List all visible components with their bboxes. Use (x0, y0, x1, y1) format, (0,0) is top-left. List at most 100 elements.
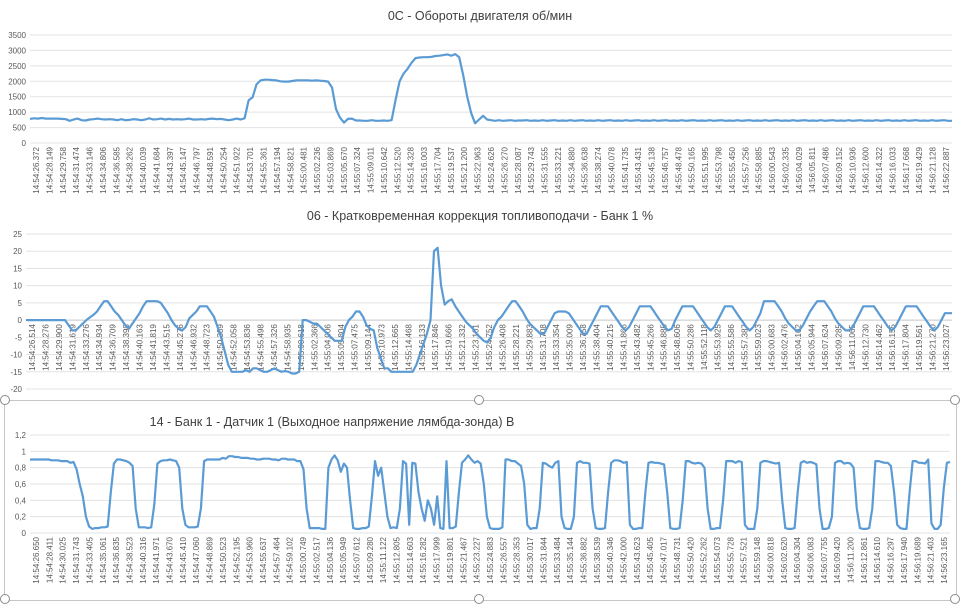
x-tick-label: 14:56:04.162 (794, 324, 803, 371)
x-tick-label: 14:56:14.322 (875, 146, 884, 193)
x-tick-label: 14:56:21.128 (929, 146, 938, 193)
x-tick-label: 14:56:07.755 (820, 536, 829, 583)
x-tick-label: 14:56:17.940 (900, 536, 909, 583)
x-tick-label: 14:55:45.138 (648, 146, 657, 193)
x-tick-label: 14:55:14.603 (406, 536, 415, 583)
y-tick-label: 0,4 (15, 496, 27, 505)
chart-title: 06 - Кратковременная коррекция топливопо… (306, 209, 654, 223)
x-tick-label: 14:56:10.936 (848, 146, 857, 193)
x-tick-label: 14:56:19.689 (913, 536, 922, 583)
x-tick-label: 14:54:38.398 (122, 324, 131, 371)
x-tick-label: 14:55:46.885 (660, 324, 669, 371)
x-tick-label: 14:56:04.304 (793, 536, 802, 583)
x-tick-label: 14:55:09.144 (364, 324, 373, 371)
x-tick-label: 14:55:46.757 (661, 146, 670, 193)
series-line (29, 52, 952, 125)
x-tick-label: 14:56:00.683 (767, 324, 776, 371)
x-tick-label: 14:55:17.704 (433, 146, 442, 193)
x-tick-label: 14:55:19.801 (446, 536, 455, 583)
x-tick-label: 14:55:36.638 (581, 146, 590, 193)
y-tick-label: 2000 (8, 77, 26, 86)
x-tick-label: 14:54:43.515 (162, 324, 171, 371)
x-tick-label: 14:54:33.276 (82, 324, 91, 371)
y-tick-label: 0 (22, 529, 27, 538)
x-tick-label: 14:54:50.523 (219, 536, 228, 583)
x-tick-label: 14:55:04.006 (324, 324, 333, 371)
x-tick-label: 14:56:09.285 (834, 324, 843, 371)
y-tick-label: 0 (18, 316, 23, 325)
x-tick-label: 14:56:19.561 (915, 324, 924, 371)
x-tick-label: 14:55:43.431 (634, 146, 643, 193)
x-tick-label: 14:55:21.467 (459, 536, 468, 583)
x-tick-label: 14:55:12.805 (393, 536, 402, 583)
x-tick-label: 14:56:17.804 (902, 324, 911, 371)
resize-handle-top[interactable] (474, 395, 484, 405)
x-tick-label: 14:54:55.637 (259, 536, 268, 583)
y-tick-label: 15 (13, 264, 22, 273)
x-tick-label: 14:54:55.498 (257, 324, 266, 371)
x-tick-label: 14:56:11.200 (847, 536, 856, 583)
x-tick-label: 14:55:38.274 (594, 146, 603, 193)
y-tick-label: 1500 (8, 93, 26, 102)
x-tick-label: 14:54:29.758 (59, 146, 68, 193)
x-tick-label: 14:55:17.846 (431, 324, 440, 371)
x-tick-label: 14:54:41.819 (149, 324, 158, 371)
x-tick-label: 14:55:59.148 (753, 536, 762, 583)
x-tick-label: 14:55:55.586 (727, 324, 736, 371)
x-tick-label: 14:55:57.387 (740, 324, 749, 371)
x-tick-label: 14:55:28.353 (513, 536, 522, 583)
x-tick-label: 14:55:16.282 (419, 536, 428, 583)
x-tick-label: 14:55:48.478 (674, 146, 683, 193)
x-tick-label: 14:55:31.708 (539, 324, 548, 371)
y-tick-label: 0,6 (15, 480, 27, 489)
x-tick-label: 14:55:29.743 (527, 146, 536, 193)
x-tick-label: 14:55:50.420 (686, 536, 695, 583)
x-tick-label: 14:54:33.405 (85, 536, 94, 583)
x-tick-label: 14:54:45.276 (176, 324, 185, 371)
x-tick-label: 14:56:23.165 (940, 536, 949, 583)
x-tick-label: 14:55:05.670 (340, 146, 349, 193)
x-tick-label: 14:54:57.464 (272, 536, 281, 583)
x-tick-label: 14:55:40.078 (607, 146, 616, 193)
x-tick-label: 14:55:12.520 (393, 146, 402, 193)
x-tick-label: 14:55:40.346 (606, 536, 615, 583)
x-tick-label: 14:55:33.484 (553, 536, 562, 583)
x-tick-label: 14:56:14.610 (873, 536, 882, 583)
x-tick-label: 14:55:26.557 (499, 536, 508, 583)
x-tick-label: 14:54:35.061 (99, 536, 108, 583)
x-tick-label: 14:55:50.165 (688, 146, 697, 193)
x-tick-label: 14:56:04.029 (795, 146, 804, 193)
x-tick-label: 14:56:21.270 (929, 324, 938, 371)
x-tick-label: 14:55:02.236 (313, 146, 322, 193)
x-tick-label: 14:56:19.429 (915, 146, 924, 193)
x-tick-label: 14:55:33.354 (552, 324, 561, 371)
x-tick-label: 14:56:16.155 (888, 324, 897, 371)
y-tick-label: 2500 (8, 62, 26, 71)
resize-handle-top-left[interactable] (0, 395, 10, 405)
x-tick-label: 14:56:00.818 (766, 536, 775, 583)
x-tick-label: 14:55:28.221 (512, 324, 521, 371)
x-tick-label: 14:55:45.266 (646, 324, 655, 371)
x-tick-label: 14:56:16.297 (887, 536, 896, 583)
x-tick-label: 14:54:26.372 (32, 146, 41, 193)
x-tick-label: 14:55:24.752 (485, 324, 494, 371)
x-tick-label: 14:56:09.152 (835, 146, 844, 193)
lambda-chart-panel[interactable]: 14 - Банк 1 - Датчик 1 (Выходное напряже… (0, 395, 960, 604)
x-tick-label: 14:55:03.869 (326, 146, 335, 193)
y-tick-label: 0,2 (15, 513, 27, 522)
x-tick-label: 14:54:38.262 (126, 146, 135, 193)
x-tick-label: 14:55:14.468 (404, 324, 413, 371)
x-tick-label: 14:54:57.194 (273, 146, 282, 193)
fuel-trim-chart-panel: 06 - Кратковременная коррекция топливопо… (0, 200, 960, 398)
x-tick-label: 14:55:09.280 (366, 536, 375, 583)
x-tick-label: 14:54:36.585 (112, 146, 121, 193)
x-tick-label: 14:55:35.009 (566, 324, 575, 371)
x-tick-label: 14:55:36.882 (579, 536, 588, 583)
x-tick-label: 14:54:50.254 (219, 146, 228, 193)
y-tick-label: 1000 (8, 108, 26, 117)
x-tick-label: 14:55:10.642 (380, 146, 389, 193)
x-tick-label: 14:55:19.666 (445, 324, 454, 371)
x-tick-label: 14:54:33.146 (86, 146, 95, 193)
x-tick-label: 14:55:07.324 (353, 146, 362, 193)
y-tick-label: 5 (18, 299, 23, 308)
